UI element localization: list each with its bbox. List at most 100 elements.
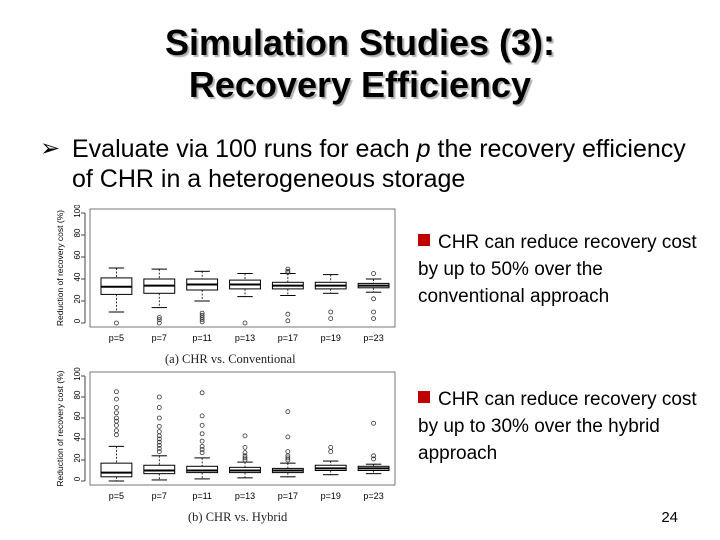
outlier-point	[328, 449, 334, 454]
outlier-point	[242, 455, 248, 461]
outlier-point	[285, 455, 291, 461]
y-tick-label: 80	[73, 390, 82, 399]
outlier-point	[371, 309, 376, 315]
y-tick-label: 100	[73, 367, 82, 381]
outlier-point	[199, 438, 205, 444]
outlier-point	[114, 320, 119, 326]
outlier-point	[285, 318, 291, 324]
outlier-point	[156, 442, 162, 448]
outlier-point	[285, 449, 291, 454]
plot-frame	[89, 208, 396, 328]
outlier-point	[242, 450, 248, 456]
box-p=11	[186, 390, 219, 480]
outlier-point	[242, 445, 248, 450]
outlier-point	[199, 431, 205, 437]
box-p=17	[271, 409, 304, 478]
outlier-point	[199, 450, 205, 456]
outlier-point	[285, 409, 291, 415]
outlier-point	[242, 457, 248, 463]
outlier-point	[199, 315, 205, 320]
x-tick-label: p=19	[321, 333, 341, 343]
outlier-point	[371, 420, 376, 426]
bullet-prefix: Evaluate via 100 runs for each	[72, 135, 417, 163]
outlier-point	[114, 396, 119, 402]
outlier-point	[156, 449, 162, 454]
y-tick-label: 60	[73, 250, 82, 259]
bullet-suffix: the recovery efficiency of CHR in a hete…	[72, 135, 686, 193]
iqr-box	[100, 462, 133, 478]
x-tick-label: p=7	[152, 491, 167, 501]
box-p=23	[357, 271, 390, 321]
box-p=17	[271, 266, 304, 324]
iqr-box	[143, 464, 176, 475]
x-tick-label: p=5	[109, 491, 124, 501]
note-hybrid-text: CHR can reduce recovery cost by up to 30…	[418, 389, 697, 464]
outlier-point	[114, 410, 119, 416]
main-bullet-text: Evaluate via 100 runs for each p the rec…	[72, 134, 700, 194]
outlier-point	[328, 316, 334, 321]
x-tick-label: p=23	[363, 491, 383, 501]
note-conventional-text: CHR can reduce recovery cost by up to 50…	[418, 232, 697, 307]
outlier-point	[285, 457, 291, 463]
outlier-point	[199, 390, 205, 396]
x-tick-label: p=11	[192, 333, 212, 343]
y-tick-label: 40	[73, 432, 82, 441]
outlier-point	[114, 415, 119, 421]
outlier-point	[114, 389, 119, 395]
square-bullet-icon	[418, 234, 430, 246]
arrow-bullet-icon: ➢	[40, 135, 61, 162]
outlier-point	[156, 446, 162, 451]
iqr-box	[186, 465, 219, 474]
boxplot-chr-vs-hybrid: Reduction of recovery cost (%) 0 20 40 60 80 1…	[55, 367, 396, 501]
note-conventional: CHR can reduce recovery cost by up to 50…	[418, 229, 698, 310]
box-p=19	[314, 274, 347, 321]
bullet-variable: p	[416, 135, 431, 163]
caption-chr-vs-hybrid: (b) CHR vs. Hybrid	[188, 510, 288, 524]
note-hybrid: CHR can reduce recovery cost by up to 30…	[418, 386, 698, 467]
outlier-point	[156, 439, 162, 445]
outlier-point	[156, 315, 162, 320]
boxplot-chr-vs-conventional: Reduction of recovery cost (%) 0 20 40 60 80 1…	[55, 205, 396, 343]
outlier-point	[156, 320, 162, 326]
y-tick-label: 40	[73, 272, 82, 281]
box-p=19	[314, 445, 347, 476]
main-bullet: ➢ Evaluate via 100 runs for each p the r…	[40, 134, 700, 194]
x-tick-label: p=13	[235, 333, 255, 343]
box-p=5	[100, 267, 133, 326]
box-p=7	[143, 394, 176, 481]
outlier-point	[114, 432, 119, 438]
outlier-point	[328, 445, 334, 450]
outlier-point	[285, 311, 291, 317]
page-number: 24	[661, 509, 678, 526]
box-p=13	[229, 433, 261, 479]
y-tick-label: 80	[73, 228, 82, 237]
outlier-point	[114, 405, 119, 410]
outlier-point	[156, 436, 162, 442]
outlier-point	[199, 317, 205, 323]
x-tick-label: p=23	[363, 333, 383, 343]
outlier-point	[371, 296, 376, 302]
y-axis-label: Reduction of recovery cost (%)	[55, 370, 65, 486]
outlier-point	[199, 447, 205, 452]
box-p=13	[229, 273, 261, 326]
box-p=11	[186, 270, 219, 325]
title-line-2: Recovery Efficiency	[188, 64, 532, 105]
y-axis-label: Reduction of recovery cost (%)	[55, 210, 65, 326]
x-tick-label: p=11	[192, 491, 212, 501]
x-tick-label: p=17	[278, 491, 298, 501]
box-p=5	[100, 389, 133, 482]
outlier-point	[285, 266, 291, 272]
y-tick-label: 20	[73, 294, 82, 303]
y-tick-label: 0	[73, 476, 82, 481]
x-tick-label: p=13	[235, 491, 255, 501]
title-line-1: Simulation Studies (3):	[164, 22, 556, 63]
outlier-point	[156, 394, 162, 400]
y-tick-label: 20	[73, 453, 82, 462]
outlier-point	[199, 413, 205, 419]
outlier-point	[242, 320, 248, 326]
plot-frame	[89, 371, 396, 486]
outlier-point	[156, 424, 162, 429]
outlier-point	[156, 405, 162, 410]
outlier-point	[371, 316, 376, 321]
outlier-point	[199, 319, 205, 325]
